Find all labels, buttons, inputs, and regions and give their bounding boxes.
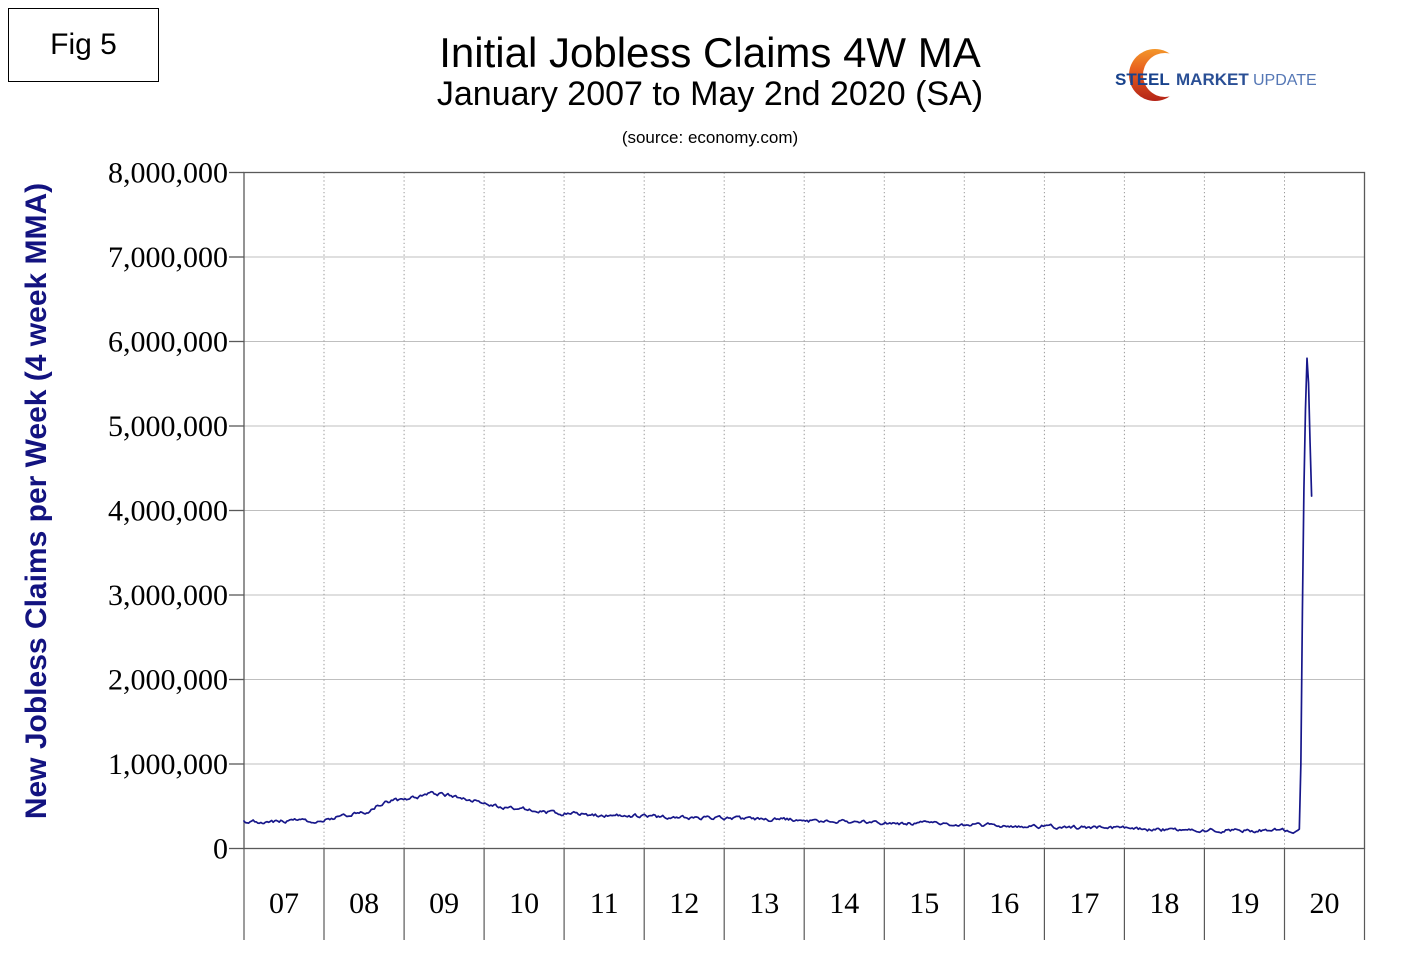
svg-text:15: 15 (909, 887, 939, 920)
svg-text:20: 20 (1310, 887, 1340, 920)
svg-text:0: 0 (213, 833, 228, 866)
svg-text:08: 08 (349, 887, 379, 920)
svg-text:11: 11 (590, 887, 619, 920)
svg-text:5,000,000: 5,000,000 (108, 410, 228, 443)
svg-text:17: 17 (1069, 887, 1099, 920)
svg-text:09: 09 (429, 887, 459, 920)
svg-text:1,000,000: 1,000,000 (108, 748, 228, 781)
svg-text:6,000,000: 6,000,000 (108, 326, 228, 359)
svg-text:19: 19 (1229, 887, 1259, 920)
svg-text:10: 10 (509, 887, 539, 920)
svg-text:13: 13 (749, 887, 779, 920)
svg-text:7,000,000: 7,000,000 (108, 241, 228, 274)
svg-text:18: 18 (1149, 887, 1179, 920)
svg-text:2,000,000: 2,000,000 (108, 664, 228, 697)
svg-text:07: 07 (269, 887, 299, 920)
svg-text:8,000,000: 8,000,000 (108, 157, 228, 190)
svg-text:14: 14 (829, 887, 859, 920)
svg-text:16: 16 (989, 887, 1019, 920)
svg-text:3,000,000: 3,000,000 (108, 579, 228, 612)
svg-text:12: 12 (669, 887, 699, 920)
svg-text:4,000,000: 4,000,000 (108, 495, 228, 528)
